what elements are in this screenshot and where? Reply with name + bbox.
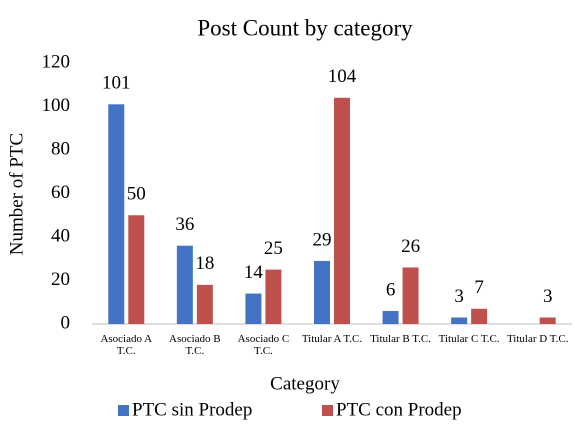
legend-swatch — [322, 405, 333, 416]
data-label: 3 — [454, 286, 464, 307]
y-tick-label: 80 — [51, 138, 70, 159]
y-axis-title: Number of PTC — [6, 133, 27, 255]
y-tick-label: 40 — [51, 225, 70, 246]
data-label: 104 — [328, 66, 357, 87]
data-label: 26 — [401, 236, 420, 257]
x-tick-label: Asociado B T.C. — [169, 333, 221, 357]
x-tick-label: Titular C T.C. — [438, 333, 500, 345]
bar — [334, 97, 350, 324]
data-label: 6 — [386, 279, 396, 300]
data-label: 7 — [474, 277, 484, 298]
bar — [245, 293, 262, 324]
bar — [382, 310, 399, 324]
y-tick-label: 100 — [42, 95, 71, 116]
y-tick-label: 20 — [51, 269, 70, 290]
data-label: 18 — [195, 253, 214, 274]
data-label: 3 — [543, 286, 553, 307]
bar — [471, 308, 488, 324]
bar — [196, 284, 213, 324]
x-tick-label: Titular A T.C. — [301, 333, 363, 345]
chart-title: Post Count by category — [197, 15, 413, 40]
y-tick-label: 0 — [61, 312, 71, 333]
data-label: 25 — [264, 238, 283, 259]
bar — [176, 245, 193, 324]
bar — [108, 104, 125, 324]
data-label: 29 — [313, 229, 332, 250]
data-label: 14 — [244, 262, 264, 283]
bar — [314, 260, 330, 324]
bar — [128, 215, 145, 324]
data-label: 50 — [127, 184, 146, 205]
x-axis-title: Category — [270, 373, 340, 394]
x-tick-label: Asociado A T.C. — [100, 333, 153, 357]
bar — [539, 317, 556, 324]
legend-label: PTC con Prodep — [336, 399, 462, 420]
x-tick-label: Titular D T.C. — [506, 333, 569, 345]
y-tick-label: 120 — [42, 51, 71, 72]
legend-label: PTC sin Prodep — [132, 399, 252, 420]
x-tick-label: Asociado C T.C. — [237, 333, 290, 357]
x-tick-label: Titular B T.C. — [370, 333, 432, 345]
bar — [265, 269, 282, 324]
bar — [451, 317, 468, 324]
data-label: 101 — [102, 73, 131, 94]
y-tick-label: 60 — [51, 182, 70, 203]
bar — [402, 267, 419, 324]
data-label: 36 — [175, 214, 194, 235]
legend-swatch — [118, 405, 129, 416]
